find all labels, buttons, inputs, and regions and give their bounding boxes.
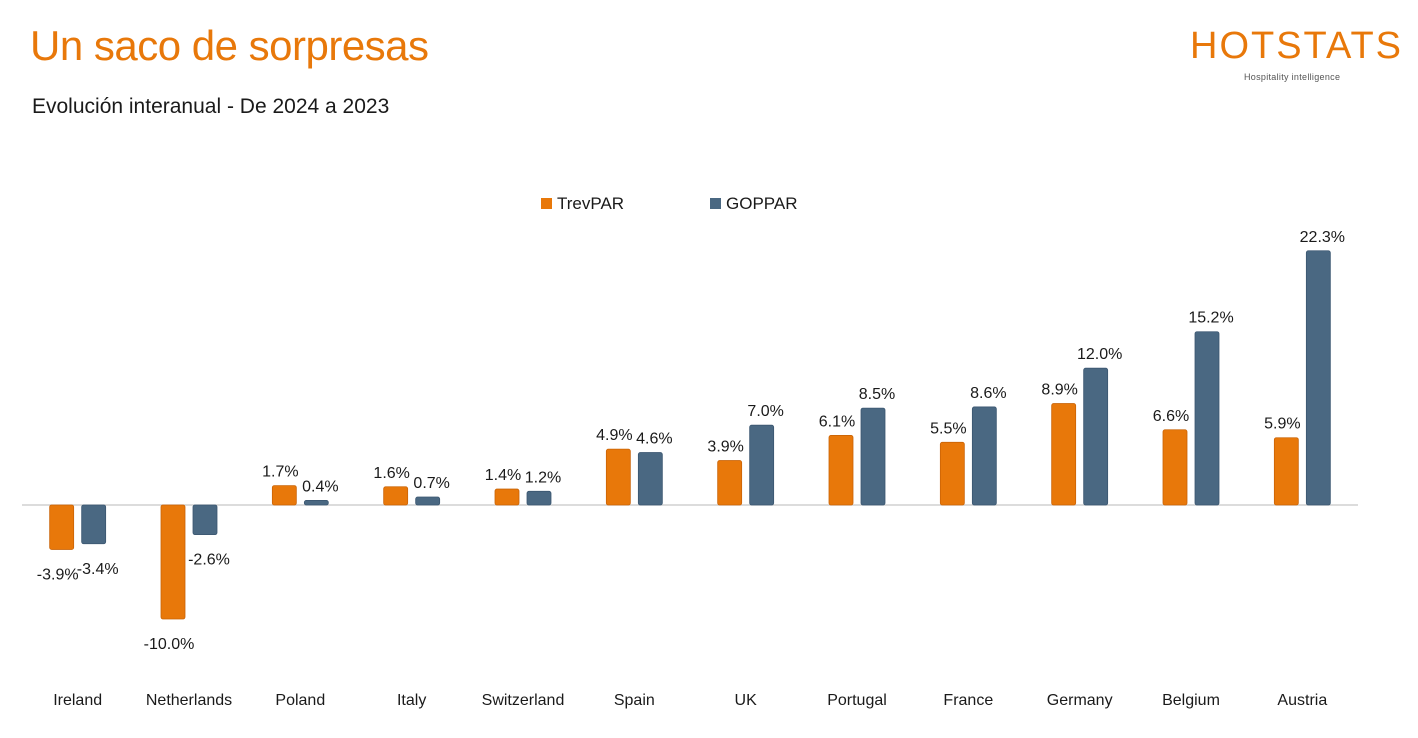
x-tick-label-germany: Germany [1047, 692, 1113, 709]
x-tick-label-austria: Austria [1277, 692, 1327, 709]
legend-swatch-goppar [710, 198, 721, 209]
data-label-goppar-poland: 0.4% [302, 478, 338, 495]
data-label-trevpar-belgium: 6.6% [1153, 408, 1189, 425]
x-tick-label-ireland: Ireland [53, 692, 102, 709]
bar-goppar-france [971, 406, 997, 506]
data-label-trevpar-france: 5.5% [930, 420, 966, 437]
bar-goppar-switzerland [526, 490, 552, 506]
data-label-trevpar-netherlands: -10.0% [144, 636, 195, 653]
legend-label-goppar: GOPPAR [726, 194, 797, 213]
bar-goppar-italy [415, 496, 441, 506]
legend-swatch-trevpar [541, 198, 552, 209]
data-label-trevpar-austria: 5.9% [1264, 416, 1300, 433]
bar-trevpar-austria [1273, 437, 1299, 506]
page-title: Un saco de sorpresas [30, 22, 429, 69]
bar-trevpar-poland [271, 485, 297, 506]
bar-goppar-spain [637, 452, 663, 506]
bar-trevpar-spain [605, 448, 631, 506]
logo-wordmark: HOTSTATS [1190, 25, 1404, 67]
data-label-goppar-spain: 4.6% [636, 431, 672, 448]
data-label-goppar-portugal: 8.5% [859, 386, 895, 403]
x-tick-label-switzerland: Switzerland [482, 692, 565, 709]
data-label-goppar-ireland: -3.4% [77, 561, 119, 578]
data-label-trevpar-ireland: -3.9% [37, 566, 79, 583]
bar-goppar-uk [749, 424, 775, 506]
bar-trevpar-portugal [828, 435, 854, 506]
bar-goppar-germany [1083, 367, 1109, 506]
bar-goppar-ireland [81, 504, 107, 545]
x-tick-label-belgium: Belgium [1162, 692, 1220, 709]
bar-goppar-portugal [860, 407, 886, 506]
bar-trevpar-uk [717, 460, 743, 506]
data-label-trevpar-italy: 1.6% [373, 465, 409, 482]
bar-goppar-austria [1305, 250, 1331, 506]
x-tick-label-portugal: Portugal [827, 692, 887, 709]
x-tick-label-uk: UK [735, 692, 758, 709]
bar-trevpar-netherlands [160, 504, 186, 620]
bar-goppar-netherlands [192, 504, 218, 536]
data-label-goppar-italy: 0.7% [413, 475, 449, 492]
x-tick-label-poland: Poland [275, 692, 325, 709]
data-label-trevpar-poland: 1.7% [262, 464, 298, 481]
bar-trevpar-ireland [49, 504, 75, 550]
x-tick-label-italy: Italy [397, 692, 426, 709]
bar-trevpar-germany [1051, 403, 1077, 506]
x-tick-label-netherlands: Netherlands [146, 692, 232, 709]
data-label-goppar-switzerland: 1.2% [525, 469, 561, 486]
bar-trevpar-switzerland [494, 488, 520, 506]
data-label-trevpar-switzerland: 1.4% [485, 467, 521, 484]
data-label-goppar-belgium: 15.2% [1188, 310, 1233, 327]
x-tick-label-france: France [943, 692, 993, 709]
page-subtitle: Evolución interanual - De 2024 a 2023 [32, 95, 390, 118]
data-label-trevpar-spain: 4.9% [596, 427, 632, 444]
data-label-trevpar-uk: 3.9% [707, 439, 743, 456]
bar-goppar-belgium [1194, 331, 1220, 506]
bar-trevpar-belgium [1162, 429, 1188, 506]
bar-goppar-poland [303, 500, 329, 506]
data-label-goppar-netherlands: -2.6% [188, 552, 230, 569]
data-label-trevpar-portugal: 6.1% [819, 413, 855, 430]
hotstats-logo: HOTSTATS Hospitality intelligence [1190, 26, 1405, 86]
legend-label-trevpar: TrevPAR [557, 194, 624, 213]
data-label-goppar-germany: 12.0% [1077, 346, 1122, 363]
data-label-goppar-uk: 7.0% [747, 403, 783, 420]
data-label-goppar-france: 8.6% [970, 385, 1006, 402]
data-label-trevpar-germany: 8.9% [1041, 382, 1077, 399]
x-tick-label-spain: Spain [614, 692, 655, 709]
data-label-goppar-austria: 22.3% [1300, 229, 1345, 246]
bar-trevpar-france [939, 441, 965, 506]
bar-trevpar-italy [383, 486, 409, 506]
logo-tagline: Hospitality intelligence [1244, 72, 1341, 82]
